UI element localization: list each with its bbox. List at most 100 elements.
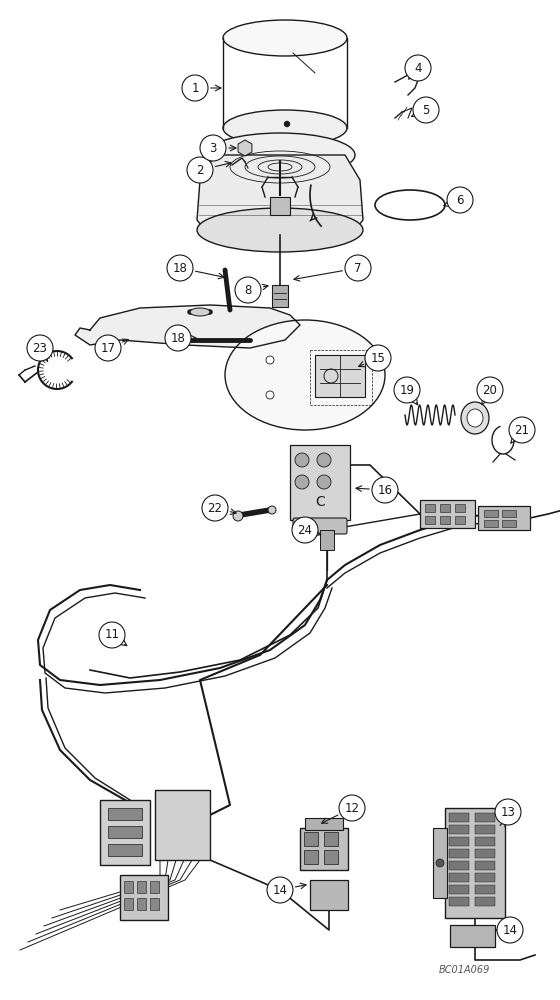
Circle shape bbox=[495, 799, 521, 825]
Bar bbox=[304, 850, 318, 864]
Ellipse shape bbox=[190, 308, 210, 316]
Circle shape bbox=[477, 377, 503, 403]
Polygon shape bbox=[75, 305, 300, 348]
Bar bbox=[449, 861, 469, 870]
Bar bbox=[440, 516, 450, 524]
Bar bbox=[475, 897, 495, 906]
Bar bbox=[150, 898, 159, 910]
Ellipse shape bbox=[461, 402, 489, 434]
Bar bbox=[100, 800, 150, 865]
Ellipse shape bbox=[225, 320, 385, 430]
FancyBboxPatch shape bbox=[293, 518, 347, 534]
Circle shape bbox=[372, 477, 398, 503]
Circle shape bbox=[200, 135, 226, 161]
Circle shape bbox=[202, 495, 228, 521]
Bar bbox=[449, 837, 469, 846]
Text: 13: 13 bbox=[501, 806, 515, 818]
Bar bbox=[324, 850, 338, 864]
Bar bbox=[108, 844, 142, 856]
Circle shape bbox=[292, 517, 318, 543]
Bar bbox=[124, 881, 133, 893]
Bar bbox=[120, 875, 168, 920]
Bar bbox=[455, 504, 465, 512]
Circle shape bbox=[167, 255, 193, 281]
Bar bbox=[478, 506, 530, 530]
Circle shape bbox=[187, 157, 213, 183]
Circle shape bbox=[182, 75, 208, 101]
Bar bbox=[320, 530, 334, 550]
Bar bbox=[108, 808, 142, 820]
Circle shape bbox=[266, 391, 274, 399]
Bar bbox=[449, 849, 469, 858]
Text: 14: 14 bbox=[273, 884, 287, 896]
Bar bbox=[304, 832, 318, 846]
Bar bbox=[455, 516, 465, 524]
Circle shape bbox=[436, 859, 444, 867]
Bar bbox=[445, 808, 505, 918]
Text: 22: 22 bbox=[208, 502, 222, 514]
Bar bbox=[270, 197, 290, 215]
Bar bbox=[310, 880, 348, 910]
Bar bbox=[108, 826, 142, 838]
Circle shape bbox=[295, 453, 309, 467]
Text: 17: 17 bbox=[100, 342, 115, 355]
Circle shape bbox=[295, 475, 309, 489]
Bar bbox=[502, 510, 516, 517]
Bar bbox=[425, 504, 435, 512]
Circle shape bbox=[95, 335, 121, 361]
Circle shape bbox=[413, 97, 439, 123]
Bar bbox=[300, 828, 348, 870]
Text: 24: 24 bbox=[297, 524, 312, 536]
Text: 15: 15 bbox=[371, 352, 385, 364]
Bar bbox=[272, 285, 288, 307]
Text: 23: 23 bbox=[32, 342, 48, 355]
Bar bbox=[502, 520, 516, 527]
Circle shape bbox=[405, 55, 431, 81]
Text: 19: 19 bbox=[399, 383, 414, 396]
Polygon shape bbox=[197, 155, 363, 230]
Bar bbox=[475, 837, 495, 846]
Bar bbox=[449, 813, 469, 822]
Bar bbox=[475, 861, 495, 870]
Bar bbox=[124, 898, 133, 910]
Text: 3: 3 bbox=[209, 141, 217, 154]
Text: 4: 4 bbox=[414, 62, 422, 75]
Bar bbox=[440, 504, 450, 512]
Bar bbox=[150, 881, 159, 893]
Circle shape bbox=[339, 795, 365, 821]
Text: 7: 7 bbox=[354, 261, 362, 274]
Text: 14: 14 bbox=[502, 924, 517, 936]
Ellipse shape bbox=[467, 409, 483, 427]
Ellipse shape bbox=[223, 110, 347, 146]
Text: 18: 18 bbox=[171, 332, 185, 344]
Circle shape bbox=[27, 335, 53, 361]
Circle shape bbox=[235, 277, 261, 303]
Bar bbox=[324, 832, 338, 846]
Bar bbox=[310, 350, 372, 405]
Bar bbox=[137, 881, 146, 893]
Bar bbox=[315, 355, 365, 397]
Text: 5: 5 bbox=[422, 104, 430, 116]
Circle shape bbox=[447, 187, 473, 213]
Text: 8: 8 bbox=[244, 284, 251, 296]
Bar bbox=[475, 885, 495, 894]
Circle shape bbox=[345, 255, 371, 281]
Text: 1: 1 bbox=[192, 82, 199, 95]
Text: 20: 20 bbox=[483, 383, 497, 396]
Bar bbox=[449, 873, 469, 882]
Text: 2: 2 bbox=[196, 163, 204, 176]
Text: 16: 16 bbox=[377, 484, 393, 496]
Circle shape bbox=[165, 325, 191, 351]
Text: 11: 11 bbox=[105, 629, 119, 642]
Circle shape bbox=[394, 377, 420, 403]
Bar bbox=[425, 516, 435, 524]
Circle shape bbox=[284, 121, 290, 126]
Text: C: C bbox=[315, 495, 325, 509]
Bar bbox=[420, 500, 475, 528]
Bar bbox=[155, 790, 210, 860]
Circle shape bbox=[497, 917, 523, 943]
Bar bbox=[475, 849, 495, 858]
Bar bbox=[290, 445, 350, 520]
Circle shape bbox=[509, 417, 535, 443]
Circle shape bbox=[99, 622, 125, 648]
